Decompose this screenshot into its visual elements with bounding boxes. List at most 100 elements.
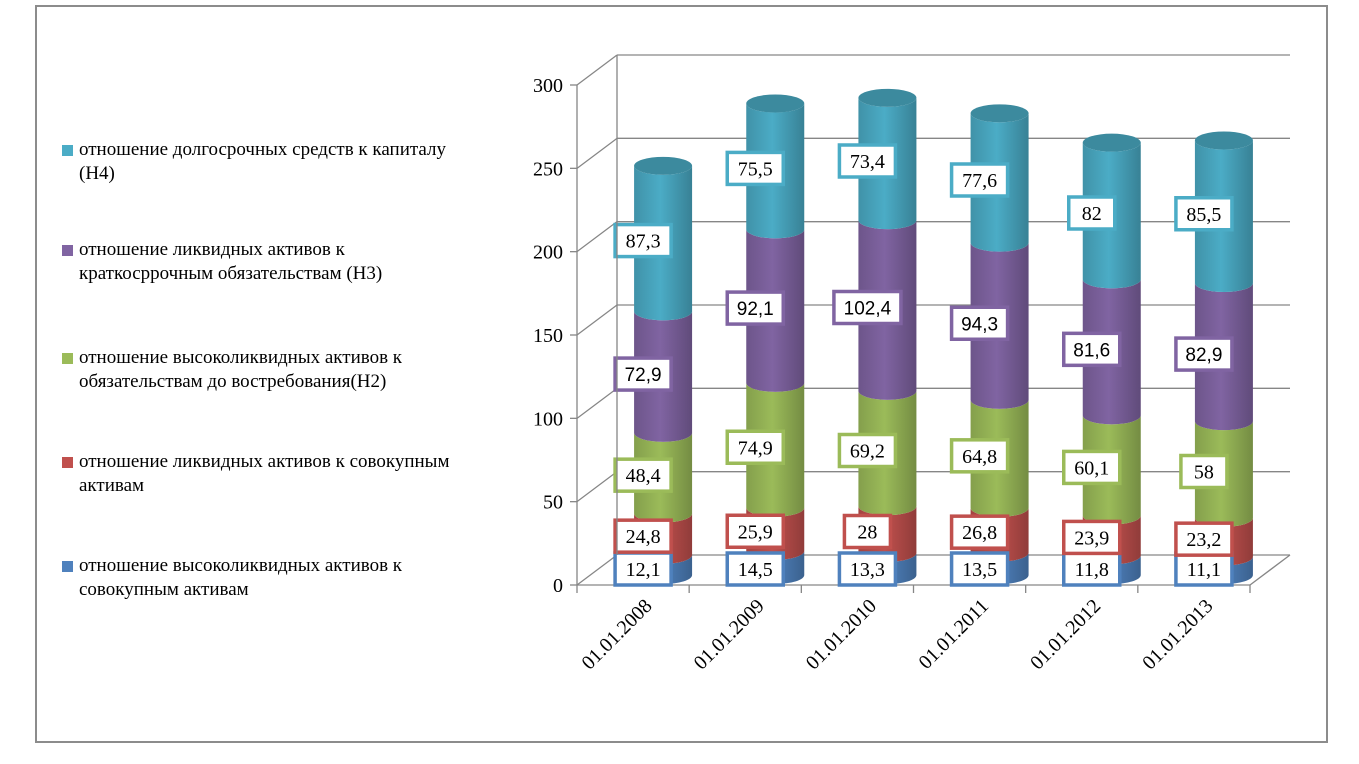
bar-top-cap — [858, 88, 917, 107]
data-label: 75,5 — [738, 158, 773, 180]
data-label-box — [613, 222, 673, 259]
x-tick-label: 01.01.2013 — [1138, 595, 1217, 674]
legend-item-h4: отношение долгосрочных средств к капитал… — [62, 138, 472, 186]
data-label: 23,2 — [1186, 529, 1221, 551]
data-label-box — [613, 551, 673, 587]
data-label: 58 — [1194, 462, 1214, 484]
data-label: 102,4 — [844, 299, 892, 320]
data-labels-layer: 12,1 24,8 48,4 72,9 87,3 14,5 25,9 74,9 92,1 75,5… — [613, 143, 1234, 587]
data-label-box — [725, 551, 785, 587]
data-label-box — [832, 289, 903, 326]
data-label-box — [1062, 331, 1122, 368]
legend-swatch-h3 — [62, 245, 73, 256]
legend-label-liquid: отношение ликвидных активов к совокупным… — [79, 451, 450, 496]
data-label-box — [837, 551, 898, 587]
data-label: 28 — [857, 522, 877, 544]
data-label: 82,9 — [1185, 345, 1222, 366]
bar-top-cap — [1194, 131, 1253, 150]
data-label: 69,2 — [850, 441, 885, 463]
bar-top-cap — [746, 94, 805, 113]
data-label-box — [725, 513, 785, 549]
data-label-box — [949, 305, 1010, 341]
data-label-box — [1067, 195, 1117, 231]
data-label: 85,5 — [1186, 204, 1221, 226]
gridline-depth — [576, 554, 618, 586]
bar-top-cap — [1082, 133, 1141, 152]
data-label-box — [1174, 521, 1234, 557]
data-label-box — [1062, 519, 1122, 556]
gridline-depth — [576, 471, 618, 503]
data-label: 87,3 — [626, 231, 661, 253]
y-tick-label: 150 — [533, 325, 563, 347]
data-label-box — [725, 429, 785, 465]
legend-item-h3: отношение ликвидных активов к краткосрро… — [62, 238, 462, 286]
data-label: 82 — [1082, 203, 1102, 225]
data-label-box — [1174, 196, 1234, 232]
data-label: 23,9 — [1074, 527, 1109, 549]
data-label-box — [837, 143, 898, 179]
gridline-depth — [576, 304, 618, 336]
gridline-depth — [576, 221, 618, 253]
floor-side-edge — [1249, 554, 1291, 586]
data-label-box — [949, 551, 1010, 587]
bar-top-cap — [634, 156, 693, 175]
data-label: 13,5 — [962, 559, 997, 581]
y-tick-label: 0 — [553, 575, 563, 597]
legend-item-liquid: отношение ликвидных активов к совокупным… — [62, 450, 462, 498]
data-label-box — [1174, 336, 1234, 372]
data-label: 64,8 — [962, 446, 997, 468]
data-label: 48,4 — [626, 465, 661, 487]
data-label: 14,5 — [738, 559, 773, 581]
x-tick-label: 01.01.2012 — [1026, 595, 1105, 674]
data-label: 73,4 — [850, 151, 885, 173]
data-label-box — [1179, 453, 1229, 490]
data-label: 24,8 — [626, 526, 661, 548]
data-label-box — [949, 514, 1010, 550]
data-label: 72,9 — [625, 365, 662, 386]
legend-label-highliquid: отношение высоколиквидных активов к сово… — [79, 555, 403, 600]
gridline-depth — [576, 54, 618, 86]
legend-label-h4: отношение долгосрочных средств к капитал… — [79, 139, 446, 184]
x-tick-label: 01.01.2009 — [690, 595, 769, 674]
data-label-box — [613, 518, 673, 554]
gridline-depth — [576, 137, 618, 169]
data-label: 11,8 — [1075, 559, 1109, 581]
data-label: 25,9 — [738, 521, 773, 543]
data-label-box — [613, 457, 673, 493]
data-label: 60,1 — [1074, 457, 1109, 479]
legend-swatch-liquid — [62, 457, 73, 468]
data-label-box — [837, 432, 898, 469]
x-tick-label: 01.01.2011 — [914, 595, 993, 674]
y-tick-label: 250 — [533, 158, 563, 180]
data-label: 11,1 — [1187, 559, 1221, 581]
legend-label-h2: отношение высоколиквидных активов к обяз… — [79, 347, 403, 392]
data-label-box — [949, 162, 1010, 198]
legend-item-h2: отношение высоколиквидных активов к обяз… — [62, 346, 432, 394]
y-tick-label: 50 — [543, 492, 563, 514]
legend-item-highliquid: отношение высоколиквидных активов к сово… — [62, 554, 432, 602]
data-label-box — [1062, 449, 1122, 486]
x-tick-label: 01.01.2010 — [802, 595, 881, 674]
data-label: 92,1 — [737, 299, 774, 320]
y-tick-label: 100 — [533, 408, 563, 430]
legend-swatch-highliquid — [62, 561, 73, 572]
y-tick-label: 300 — [533, 75, 563, 97]
data-label: 81,6 — [1073, 340, 1110, 361]
x-tick-label: 01.01.2008 — [577, 595, 656, 674]
data-label: 13,3 — [850, 559, 885, 581]
data-label-box — [949, 438, 1010, 474]
y-tick-label: 200 — [533, 242, 563, 264]
data-label: 26,8 — [962, 522, 997, 544]
legend-swatch-h2 — [62, 353, 73, 364]
data-label: 12,1 — [626, 559, 661, 581]
data-label-box — [725, 290, 785, 326]
data-label-box — [613, 356, 673, 392]
data-label-box — [842, 513, 893, 550]
gridline-depth — [576, 387, 618, 419]
data-label: 94,3 — [961, 314, 998, 335]
bar-top-cap — [970, 104, 1029, 123]
data-label: 74,9 — [738, 437, 773, 459]
legend-label-h3: отношение ликвидных активов к краткосрро… — [79, 239, 383, 284]
legend-swatch-h4 — [62, 145, 73, 156]
